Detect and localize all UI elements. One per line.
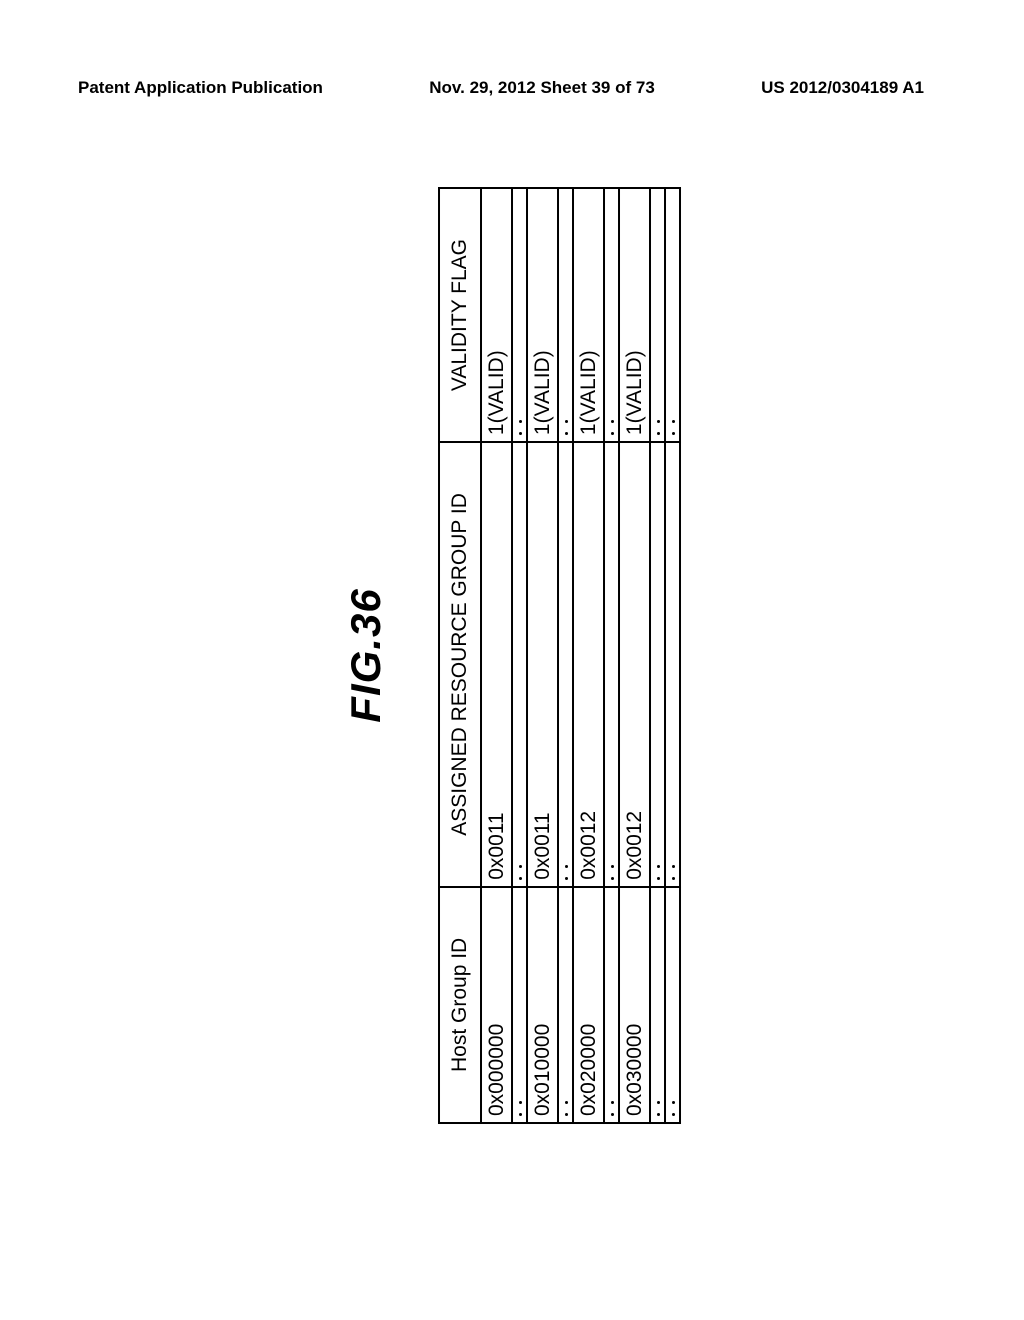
table-ellipsis-row — [558, 187, 573, 1122]
table-row: 0x000000 0x0011 1(VALID) — [481, 187, 512, 1122]
cell-flag: 1(VALID) — [573, 187, 604, 441]
cell-group: 0x0011 — [527, 442, 558, 887]
header-center: Nov. 29, 2012 Sheet 39 of 73 — [429, 78, 655, 98]
rotated-content: FIG.36 Host Group ID ASSIGNED RESOURCE G… — [342, 186, 681, 1123]
header-right: US 2012/0304189 A1 — [761, 78, 924, 98]
table-row: 0x020000 0x0012 1(VALID) — [573, 187, 604, 1122]
cell-group: 0x0012 — [573, 442, 604, 887]
page-header: Patent Application Publication Nov. 29, … — [0, 78, 1024, 98]
col-header-group: ASSIGNED RESOURCE GROUP ID — [439, 442, 481, 887]
table-header-row: Host Group ID ASSIGNED RESOURCE GROUP ID… — [439, 187, 481, 1122]
resource-table: Host Group ID ASSIGNED RESOURCE GROUP ID… — [438, 186, 681, 1123]
cell-host: 0x020000 — [573, 886, 604, 1122]
table-ellipsis-row — [650, 187, 665, 1122]
cell-host: 0x030000 — [619, 886, 650, 1122]
cell-group: 0x0011 — [481, 442, 512, 887]
table-ellipsis-row — [604, 187, 619, 1122]
table-row: 0x010000 0x0011 1(VALID) — [527, 187, 558, 1122]
table-row: 0x030000 0x0012 1(VALID) — [619, 187, 650, 1122]
col-header-flag: VALIDITY FLAG — [439, 187, 481, 441]
table-ellipsis-row — [665, 187, 680, 1122]
cell-host: 0x010000 — [527, 886, 558, 1122]
cell-flag: 1(VALID) — [619, 187, 650, 441]
header-left: Patent Application Publication — [78, 78, 323, 98]
col-header-host: Host Group ID — [439, 886, 481, 1122]
figure-title: FIG.36 — [342, 588, 390, 722]
cell-flag: 1(VALID) — [527, 187, 558, 441]
cell-host: 0x000000 — [481, 886, 512, 1122]
cell-group: 0x0012 — [619, 442, 650, 887]
table-ellipsis-row — [512, 187, 527, 1122]
figure-area: FIG.36 Host Group ID ASSIGNED RESOURCE G… — [0, 230, 1024, 1080]
cell-flag: 1(VALID) — [481, 187, 512, 441]
